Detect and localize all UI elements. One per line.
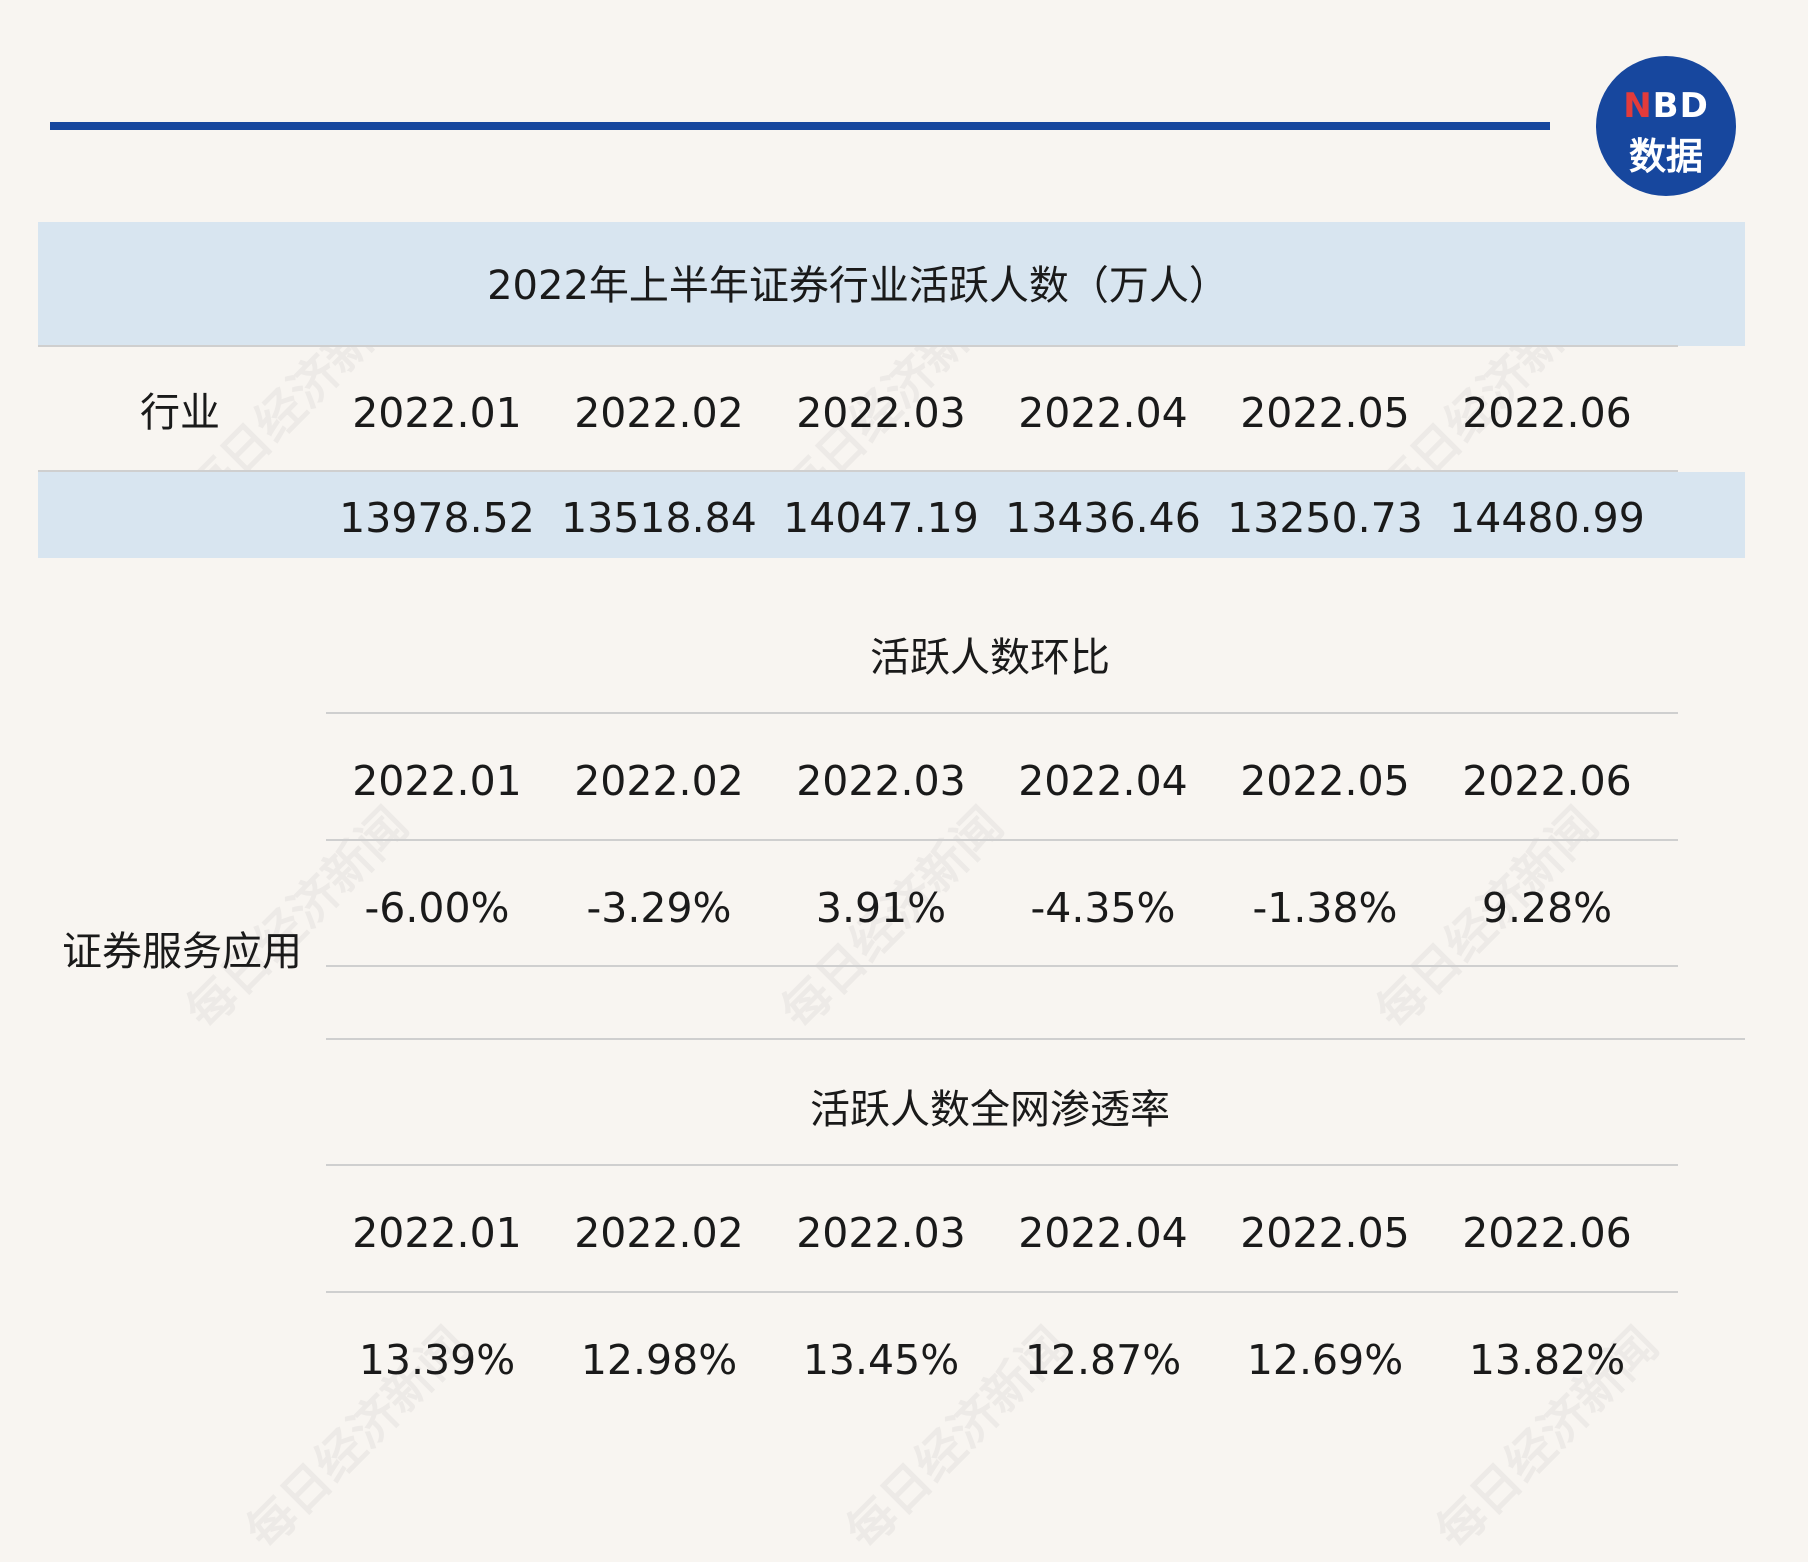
value-cell: 9.28%: [1481, 884, 1613, 932]
title-band: [38, 222, 1745, 346]
divider: [326, 1038, 1745, 1040]
value-cell: 12.69%: [1246, 1336, 1404, 1384]
month-header-cell: 2022.04: [1018, 1209, 1188, 1257]
divider: [326, 712, 1678, 714]
section3-title: 活跃人数全网渗透率: [810, 1087, 1170, 1133]
top-accent-rule: [50, 122, 1550, 130]
month-header-cell: 2022.02: [574, 757, 744, 805]
table-title: 2022年上半年证券行业活跃人数（万人）: [487, 263, 1229, 309]
divider: [326, 839, 1678, 841]
value-cell: 13436.46: [1005, 494, 1201, 542]
month-header-cell: 2022.02: [574, 1209, 744, 1257]
divider: [326, 1291, 1678, 1293]
value-cell: 12.98%: [580, 1336, 738, 1384]
divider: [38, 470, 1678, 472]
value-cell: 13.45%: [802, 1336, 960, 1384]
value-cell: 12.87%: [1024, 1336, 1182, 1384]
month-header-cell: 2022.06: [1462, 757, 1632, 805]
month-header-cell: 2022.02: [574, 389, 744, 437]
row-label-industry: 行业: [140, 390, 220, 436]
month-header-cell: 2022.06: [1462, 389, 1632, 437]
month-header-cell: 2022.04: [1018, 757, 1188, 805]
value-cell: -4.35%: [1030, 884, 1176, 932]
month-header-cell: 2022.03: [796, 1209, 966, 1257]
divider: [326, 965, 1678, 967]
value-cell: 13250.73: [1227, 494, 1423, 542]
value-cell: 13978.52: [339, 494, 535, 542]
month-header-cell: 2022.03: [796, 757, 966, 805]
value-cell: 13518.84: [561, 494, 757, 542]
side-label-securities-apps: 证券服务应用: [62, 929, 302, 975]
value-cell: 13.82%: [1468, 1336, 1626, 1384]
value-cell: -3.29%: [586, 884, 732, 932]
divider: [38, 345, 1678, 347]
month-header-cell: 2022.01: [352, 757, 522, 805]
month-header-cell: 2022.01: [352, 389, 522, 437]
value-cell: -6.00%: [364, 884, 510, 932]
section2-title: 活跃人数环比: [870, 635, 1110, 681]
value-cell: 3.91%: [815, 884, 947, 932]
values-band: [38, 472, 1745, 558]
month-header-cell: 2022.06: [1462, 1209, 1632, 1257]
month-header-cell: 2022.05: [1240, 1209, 1410, 1257]
value-cell: 14480.99: [1449, 494, 1645, 542]
nbd-logo: NBD 数据: [1596, 56, 1736, 196]
month-header-cell: 2022.05: [1240, 389, 1410, 437]
month-header-cell: 2022.04: [1018, 389, 1188, 437]
value-cell: 13.39%: [358, 1336, 516, 1384]
divider: [326, 1164, 1678, 1166]
month-header-cell: 2022.01: [352, 1209, 522, 1257]
value-cell: 14047.19: [783, 494, 979, 542]
value-cell: -1.38%: [1252, 884, 1398, 932]
month-header-cell: 2022.05: [1240, 757, 1410, 805]
month-header-cell: 2022.03: [796, 389, 966, 437]
